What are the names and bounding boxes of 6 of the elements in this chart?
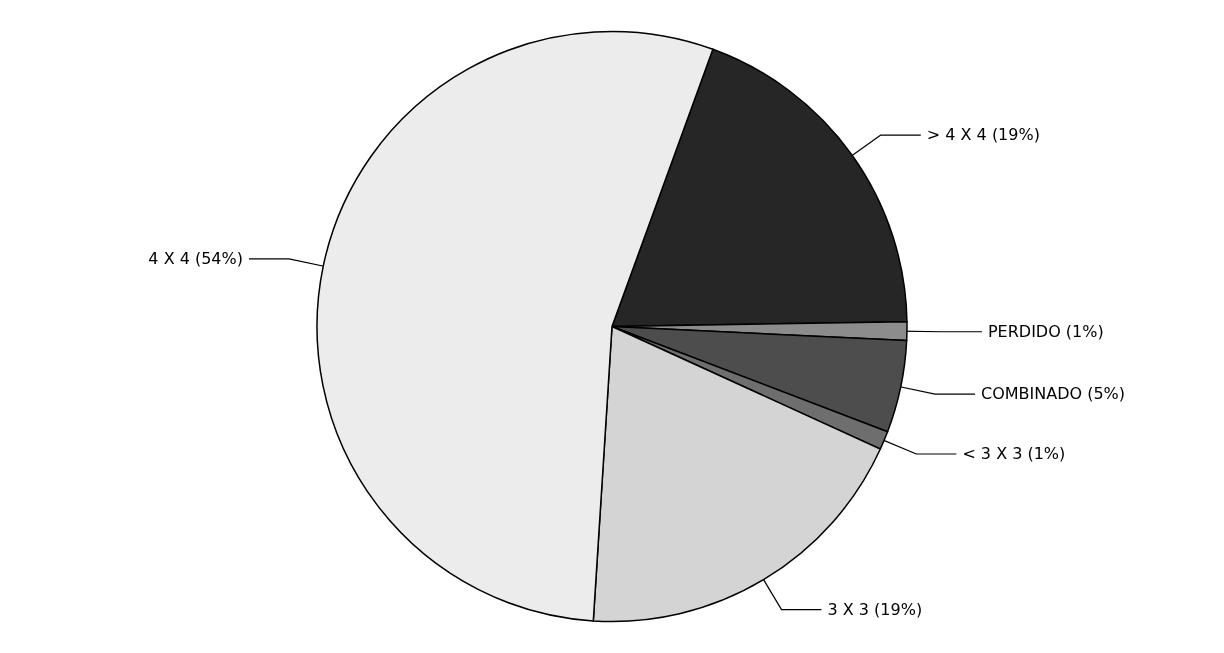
- slice-label: 3 X 3 (19%): [827, 599, 923, 619]
- slice-label: 4 X 4 (54%): [148, 248, 243, 268]
- slice-label: < 3 X 3 (1%): [962, 443, 1066, 463]
- slice-label: PERDIDO (1%): [987, 321, 1104, 341]
- slice-label: > 4 X 4 (19%): [926, 125, 1040, 145]
- slice-label: COMBINADO (5%): [981, 384, 1126, 404]
